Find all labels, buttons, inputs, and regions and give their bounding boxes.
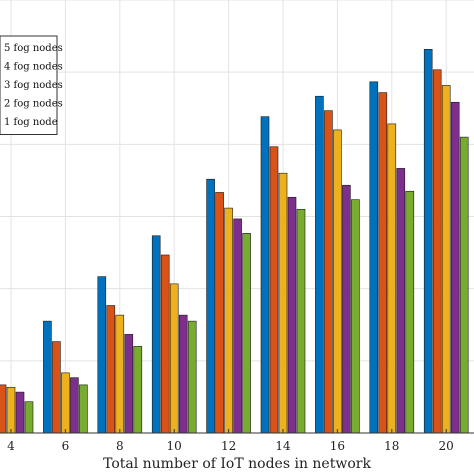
bar — [450, 101, 460, 434]
bar — [151, 235, 161, 434]
bar — [70, 377, 79, 434]
bar — [6, 386, 16, 434]
bar — [115, 314, 125, 434]
bar — [324, 110, 333, 434]
bar — [215, 192, 224, 434]
x-tick-label: 10 — [167, 439, 182, 453]
bar — [287, 196, 297, 434]
bar — [405, 190, 415, 434]
legend-entry: 5 fog nodes — [4, 43, 63, 54]
legend-entry: 3 fog nodes — [4, 80, 63, 91]
bar — [296, 208, 306, 434]
x-tick-label: 6 — [62, 439, 70, 453]
bar — [441, 85, 451, 434]
bar — [61, 372, 70, 434]
bar — [124, 334, 134, 434]
bar — [206, 178, 215, 434]
x-tick-label: 12 — [221, 439, 236, 453]
bar — [351, 199, 360, 434]
bar — [278, 172, 288, 434]
legend-entry: 1 fog node — [4, 117, 58, 128]
bar — [178, 314, 188, 434]
bars — [0, 49, 469, 434]
bar — [269, 146, 279, 434]
bar — [260, 116, 270, 434]
bar — [79, 384, 88, 434]
legend-box — [0, 35, 58, 135]
bar — [224, 207, 233, 434]
bar — [15, 391, 25, 434]
legend: 5 fog nodes 4 fog nodes 3 fog nodes 2 fog n… — [0, 35, 63, 135]
bar — [378, 92, 388, 434]
bar — [432, 69, 442, 434]
x-tick-labels: 4 6 8 10 12 14 16 18 20 — [7, 429, 454, 453]
x-tick-label: 16 — [330, 439, 345, 453]
legend-entry: 2 fog nodes — [4, 99, 63, 110]
bar — [315, 95, 324, 434]
bar — [396, 168, 406, 434]
bar — [459, 136, 469, 434]
bar — [342, 184, 351, 434]
bar — [24, 401, 34, 434]
bar — [43, 320, 52, 434]
legend-entry: 4 fog nodes — [4, 62, 63, 73]
x-tick-label: 8 — [116, 439, 124, 453]
bar — [133, 346, 143, 434]
bar — [0, 384, 7, 434]
bar — [333, 129, 342, 434]
bar — [187, 320, 197, 434]
bar — [233, 218, 242, 434]
x-tick-label: 20 — [439, 439, 454, 453]
x-tick-label: 18 — [384, 439, 399, 453]
bar — [242, 233, 251, 434]
bar — [423, 49, 433, 434]
x-tick-label: 14 — [275, 439, 291, 453]
bar — [387, 123, 397, 434]
x-tick-label: 4 — [7, 439, 15, 453]
bar — [97, 276, 107, 434]
bar — [160, 254, 170, 434]
bar — [369, 81, 379, 434]
bar — [106, 305, 116, 434]
bar — [169, 283, 179, 434]
x-axis-label: Total number of IoT nodes in network — [103, 456, 371, 472]
bar — [52, 341, 61, 434]
